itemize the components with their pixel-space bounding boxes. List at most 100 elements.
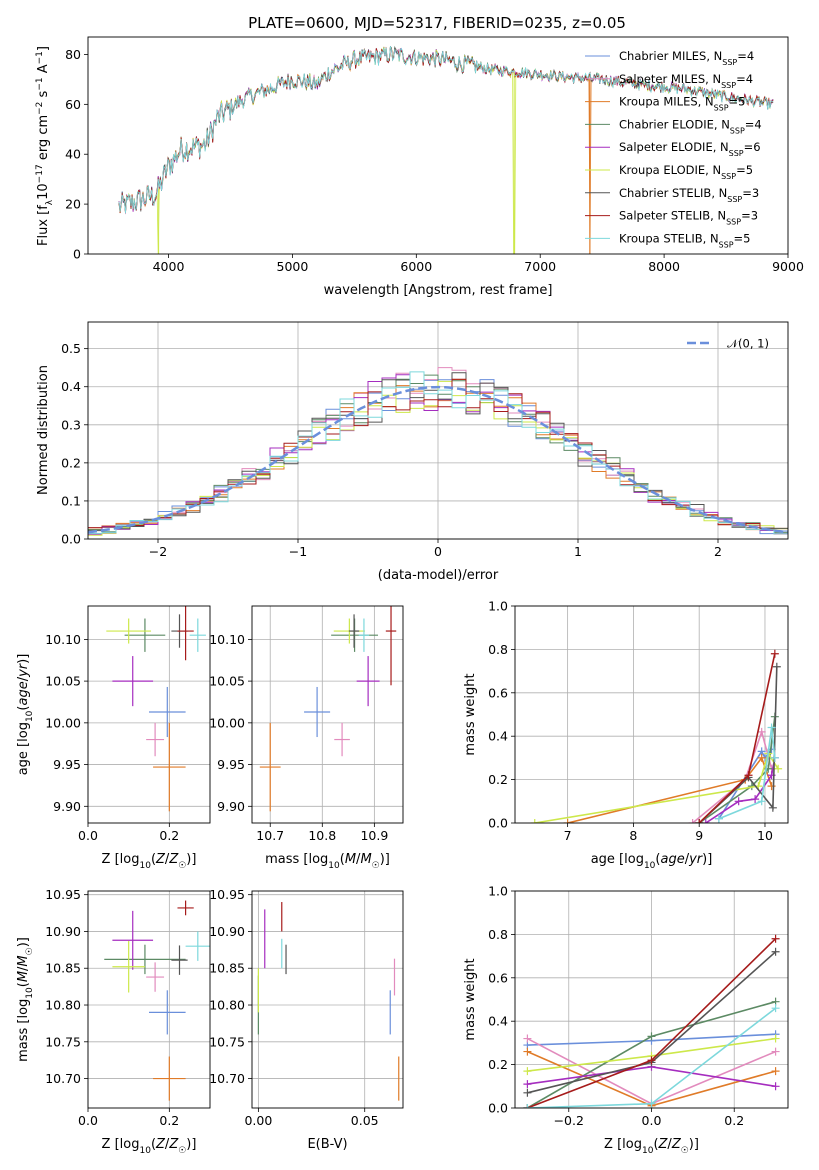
x-tick-label: 10.9 (360, 828, 388, 843)
plot-area (88, 367, 788, 536)
histogram-step (88, 378, 788, 535)
y-tick-label: 0.2 (488, 772, 508, 787)
weight-marker (647, 1099, 656, 1108)
weight-marker (774, 764, 783, 773)
x-tick-label: 0.2 (724, 1113, 744, 1128)
axes-frame (251, 890, 404, 1109)
label-part: erg cm (36, 115, 51, 164)
histogram-step (88, 372, 788, 534)
y-tick-label: 10.90 (209, 924, 245, 939)
y-tick-label: 0.1 (61, 493, 81, 508)
label-part: mass [log (265, 852, 328, 867)
label-part: / (685, 852, 690, 867)
legend-subscript: SSP (729, 149, 744, 158)
label-part: ☉ (178, 861, 186, 871)
x-tick-label: −1 (289, 544, 307, 559)
weight-marker (688, 819, 697, 823)
plot-area (257, 902, 400, 1101)
weight-marker (771, 1034, 780, 1043)
label-part: −1 (35, 77, 45, 90)
label-part: ( (16, 706, 31, 711)
label-part: mass [log (16, 999, 31, 1062)
legend-subscript: SSP (722, 58, 737, 67)
y-tick-label: 0.6 (488, 685, 508, 700)
legend-n-label: N (705, 95, 714, 109)
legend-subscript: SSP (727, 194, 742, 203)
legend-entry: 𝒩(0, 1) (727, 337, 769, 351)
weight-marker (647, 1032, 656, 1041)
weight-marker (744, 771, 753, 780)
y-tick-label: 60 (65, 97, 81, 112)
y-tick-label: 10.75 (209, 1034, 245, 1049)
label-part: −2 (35, 102, 45, 115)
label-part: 10 (139, 1146, 151, 1156)
y-tick-label: 10.00 (209, 715, 245, 730)
label-part: s (36, 90, 51, 101)
label-part: Z (155, 1137, 166, 1152)
weight-marker (523, 1067, 532, 1076)
y-tick-label: 0.8 (488, 642, 508, 657)
weight-marker (770, 753, 779, 762)
label-part: 10 (25, 987, 35, 999)
label-part: / (165, 1137, 170, 1152)
y-tick-label: 10.05 (209, 674, 245, 689)
label-part: Z (658, 1137, 669, 1152)
legend-subscript: SSP (726, 217, 741, 226)
legend-name: Chabrier STELIB, (619, 186, 719, 200)
legend-nssp: =4 (745, 117, 762, 131)
y-tick-label: 1.0 (488, 599, 508, 614)
weight-marker (771, 1067, 780, 1076)
weight-marker (530, 819, 539, 823)
weight-marker (523, 1104, 532, 1108)
legend-entry: Chabrier ELODIE, NSSP=4 (619, 117, 762, 135)
legend-nssp: =5 (734, 231, 751, 245)
y-tick-label: 0.4 (488, 1014, 508, 1029)
spectrum-line (118, 46, 774, 214)
label-part: ( (16, 982, 31, 987)
y-tick-label: 10.80 (45, 998, 81, 1013)
label-part: Z [log (102, 852, 140, 867)
label-part: Z (155, 852, 166, 867)
label-part: ☉ (178, 1146, 186, 1156)
weight-marker (751, 795, 760, 804)
y-tick-label: 10.00 (45, 715, 81, 730)
label-part: 10 (25, 710, 35, 722)
y-tick-label: 9.90 (53, 799, 81, 814)
y-axis-label: Flux [fλ10−17 erg cm−2 s−1 A−1] (35, 46, 55, 246)
x-tick-label: 0.2 (159, 828, 179, 843)
legend-subscript: SSP (719, 240, 734, 249)
axes-frame (514, 605, 789, 824)
legend-entry: Chabrier MILES, NSSP=4 (619, 49, 754, 67)
label-part: M (345, 852, 356, 867)
weight-marker (767, 723, 776, 732)
x-tick-label: 0.05 (351, 1113, 379, 1128)
label-part: )] (16, 654, 31, 664)
x-tick-label: 8 (629, 828, 637, 843)
legend-nssp: =5 (736, 163, 753, 177)
y-tick-label: 0.0 (488, 1101, 508, 1116)
axes-frame (87, 321, 789, 540)
legend-n-label: N (710, 231, 719, 245)
label-part: )] (380, 852, 390, 867)
weight-marker (647, 1056, 656, 1065)
x-tick-label: 7000 (524, 259, 556, 274)
y-tick-label: 0.0 (488, 816, 508, 831)
legend-subscript: SSP (730, 126, 745, 135)
y-axis-label: age [log10(age/yr)] (16, 654, 35, 776)
legend-name: Salpeter MILES, (619, 72, 712, 86)
y-tick-label: 9.95 (53, 757, 81, 772)
weight-line (567, 756, 773, 823)
x-tick-label: 9000 (772, 259, 804, 274)
label-part: ( (340, 852, 345, 867)
weight-marker (563, 819, 572, 823)
label-part: age (660, 852, 684, 867)
label-part: / (16, 676, 31, 681)
plot-area (118, 45, 774, 254)
legend-subscript: SSP (714, 103, 729, 112)
x-axis-label: mass [log10(M/M☉)] (265, 852, 390, 871)
x-tick-label: 10.7 (256, 828, 284, 843)
label-part: / (667, 1137, 672, 1152)
axes-spectrum: 4000 5000 6000 7000 8000 9000 0 20 40 60 80 Chabrie… (35, 36, 804, 298)
y-tick-label: 10.70 (45, 1071, 81, 1086)
